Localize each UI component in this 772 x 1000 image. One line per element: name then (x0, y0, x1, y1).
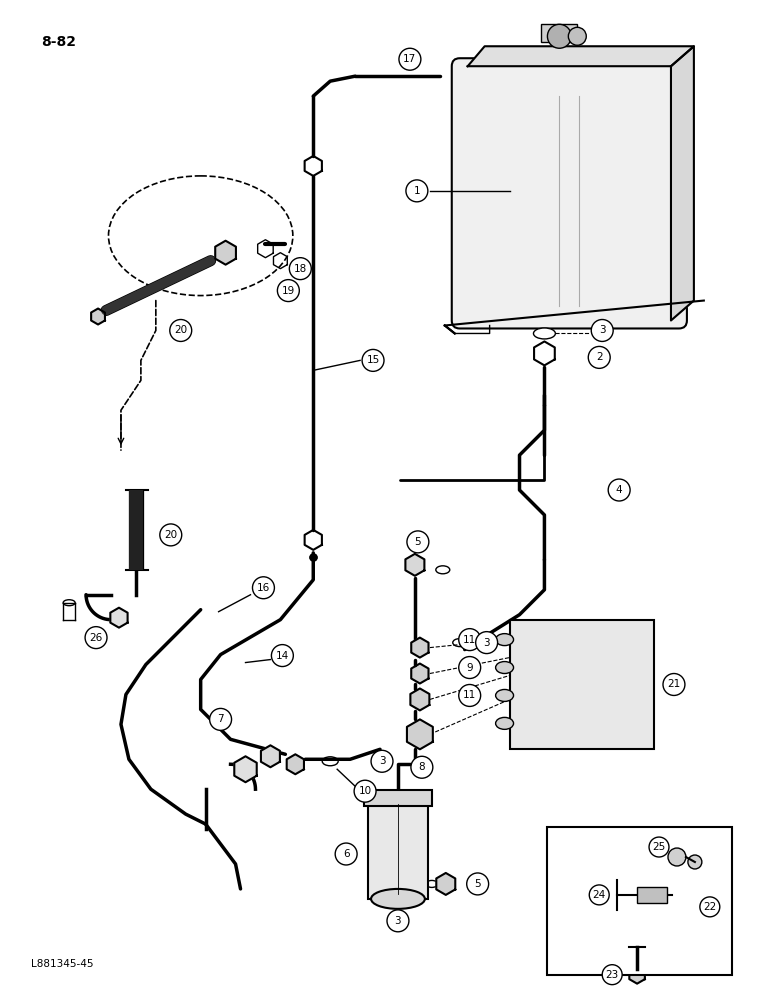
Circle shape (602, 965, 622, 985)
Circle shape (85, 627, 107, 649)
Circle shape (459, 657, 481, 679)
Circle shape (467, 873, 489, 895)
Text: 2: 2 (596, 352, 602, 362)
Ellipse shape (496, 634, 513, 646)
Polygon shape (411, 638, 428, 658)
Text: 15: 15 (367, 355, 380, 365)
Polygon shape (261, 745, 280, 767)
Polygon shape (407, 719, 433, 749)
Circle shape (608, 479, 630, 501)
Text: 24: 24 (593, 890, 606, 900)
Text: 11: 11 (463, 690, 476, 700)
Text: 19: 19 (282, 286, 295, 296)
Polygon shape (405, 554, 425, 576)
Polygon shape (215, 241, 236, 265)
Circle shape (362, 349, 384, 371)
Text: 14: 14 (276, 651, 289, 661)
Circle shape (459, 684, 481, 706)
Text: 18: 18 (293, 264, 307, 274)
Text: 7: 7 (217, 714, 224, 724)
Bar (637, 887, 667, 903)
Circle shape (210, 708, 232, 730)
Ellipse shape (533, 328, 555, 339)
Circle shape (568, 27, 586, 45)
Text: 21: 21 (667, 679, 681, 689)
Text: 10: 10 (358, 786, 371, 796)
Circle shape (335, 843, 357, 865)
Text: 11: 11 (463, 635, 476, 645)
Text: 17: 17 (403, 54, 417, 64)
Polygon shape (234, 756, 257, 782)
Text: 5: 5 (415, 537, 422, 547)
Text: 20: 20 (174, 325, 188, 335)
Text: 8-82: 8-82 (41, 35, 76, 49)
Circle shape (277, 280, 300, 302)
Text: 26: 26 (90, 633, 103, 643)
Circle shape (371, 750, 393, 772)
Circle shape (406, 180, 428, 202)
Polygon shape (671, 46, 694, 320)
FancyBboxPatch shape (452, 58, 687, 328)
Polygon shape (286, 754, 304, 774)
Polygon shape (91, 309, 105, 324)
Text: 25: 25 (652, 842, 665, 852)
Text: 8: 8 (418, 762, 425, 772)
Circle shape (547, 24, 571, 48)
Text: 3: 3 (599, 325, 605, 335)
Circle shape (252, 577, 274, 599)
Circle shape (387, 910, 409, 932)
Text: 22: 22 (703, 902, 716, 912)
Text: 3: 3 (379, 756, 385, 766)
Circle shape (649, 837, 669, 857)
Circle shape (688, 855, 702, 869)
Circle shape (290, 258, 311, 280)
Polygon shape (677, 911, 696, 933)
Text: 3: 3 (483, 638, 490, 648)
Ellipse shape (371, 889, 425, 909)
Circle shape (663, 674, 685, 695)
Bar (510, 620, 654, 749)
Bar (368, 804, 428, 899)
Circle shape (407, 531, 428, 553)
Text: 23: 23 (605, 970, 619, 980)
Ellipse shape (496, 717, 513, 729)
Circle shape (411, 756, 433, 778)
Text: 4: 4 (616, 485, 622, 495)
Circle shape (700, 897, 720, 917)
Circle shape (459, 629, 481, 651)
Circle shape (588, 346, 610, 368)
Polygon shape (468, 46, 694, 66)
Text: 20: 20 (164, 530, 178, 540)
Polygon shape (629, 966, 645, 984)
Circle shape (354, 780, 376, 802)
Text: 6: 6 (343, 849, 350, 859)
Circle shape (668, 848, 686, 866)
Text: 1: 1 (414, 186, 420, 196)
Text: 5: 5 (474, 879, 481, 889)
Circle shape (272, 645, 293, 667)
Bar (541, 24, 577, 42)
Ellipse shape (496, 689, 513, 701)
Bar (547, 827, 732, 975)
Bar (364, 790, 432, 806)
Circle shape (476, 632, 498, 654)
Circle shape (589, 885, 609, 905)
Ellipse shape (496, 662, 513, 674)
Text: L881345-45: L881345-45 (32, 959, 93, 969)
Polygon shape (436, 873, 455, 895)
Circle shape (399, 48, 421, 70)
Polygon shape (110, 608, 127, 628)
Polygon shape (411, 664, 428, 683)
Polygon shape (411, 688, 429, 710)
Text: 3: 3 (394, 916, 401, 926)
Text: 16: 16 (257, 583, 270, 593)
Circle shape (170, 320, 191, 341)
Text: 9: 9 (466, 663, 473, 673)
Circle shape (160, 524, 181, 546)
Circle shape (591, 320, 613, 341)
